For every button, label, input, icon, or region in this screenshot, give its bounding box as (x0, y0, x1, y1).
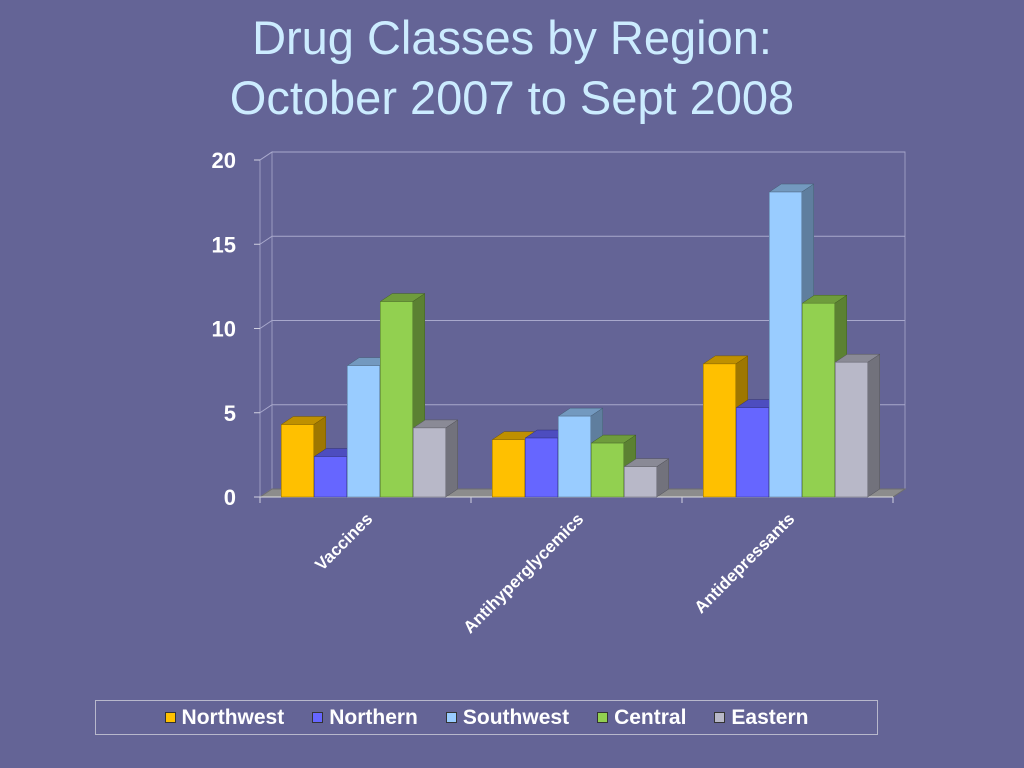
legend-label: Southwest (462, 705, 570, 729)
gridline (259, 320, 905, 329)
x-tick-label-vaccines: Vaccines (311, 509, 376, 574)
chart-title-block: Drug Classes by Region: October 2007 to … (0, 8, 1024, 128)
legend-swatch (597, 712, 609, 723)
bar-chart: 0 5 10 15 20 Vaccines Antihyperglycemics Antid… (212, 148, 907, 637)
y-tick-label: 15 (212, 232, 236, 257)
chart-title: Drug Classes by Region: (252, 11, 772, 64)
legend-swatch (714, 712, 726, 723)
legend-label: Eastern (731, 705, 809, 729)
chart-subtitle: October 2007 to Sept 2008 (229, 71, 795, 124)
y-tick-label: 10 (212, 317, 236, 342)
legend-item-northern: Northern (312, 706, 418, 730)
legend-swatch (164, 712, 176, 723)
y-tick-label: 5 (224, 401, 236, 426)
bar-eastern-antihyperglycemics (623, 458, 670, 498)
legend-swatch (312, 712, 324, 723)
bar-eastern-vaccines (412, 419, 459, 498)
gridlines (259, 151, 905, 414)
y-tick-label: 20 (212, 148, 236, 173)
legend-label: Northwest (181, 705, 285, 729)
y-axis-ticks: 0 5 10 15 20 (212, 148, 260, 510)
x-tick-label-antidepressants: Antidepressants (691, 509, 799, 617)
legend-swatch (445, 712, 457, 723)
legend: Northwest Northern Southwest Central Eastern (95, 700, 878, 735)
legend-label: Central (614, 705, 687, 729)
bar-central-antidepressants (801, 294, 848, 498)
legend-item-southwest: Southwest (445, 705, 570, 730)
bar-eastern-antidepressants (834, 353, 881, 498)
bars (280, 183, 881, 498)
x-tick-label-antihyperglycemics: Antihyperglycemics (460, 509, 588, 637)
gridline (259, 235, 905, 245)
legend-item-northwest: Northwest (164, 705, 285, 730)
gridline (259, 151, 905, 161)
x-axis-ticks: Vaccines Antihyperglycemics Antidepressant… (259, 497, 894, 637)
legend-item-eastern: Eastern (714, 706, 808, 730)
gridline (259, 404, 905, 414)
legend-label: Northern (329, 705, 418, 729)
y-tick-label: 0 (224, 485, 236, 510)
legend-item-central: Central (597, 706, 686, 730)
